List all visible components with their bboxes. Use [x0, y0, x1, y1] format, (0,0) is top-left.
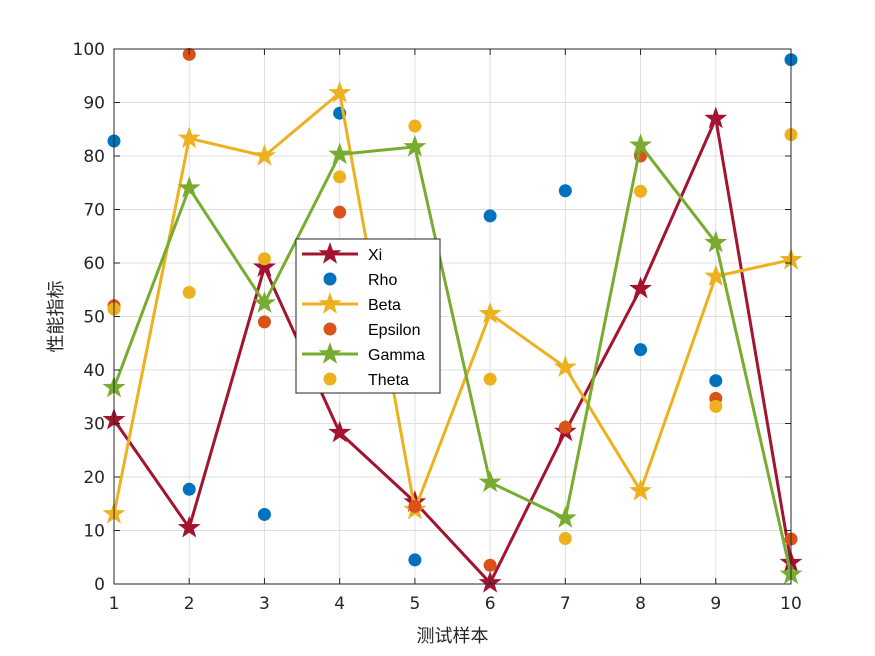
y-tick-label: 70	[83, 201, 105, 221]
legend-item-gamma: Gamma	[302, 341, 425, 364]
legend-dot-marker	[323, 322, 337, 336]
series-line	[112, 91, 792, 515]
y-tick-label: 40	[83, 361, 105, 381]
legend-box	[295, 238, 441, 394]
data-point-dot	[634, 184, 648, 198]
x-tick-label: 3	[259, 594, 270, 614]
legend-item-xi: Xi	[302, 241, 382, 264]
data-point-dot	[558, 420, 572, 434]
x-tick-label: 6	[485, 594, 496, 614]
data-point-star	[177, 515, 201, 538]
data-point-dot	[483, 372, 497, 386]
y-tick-label: 20	[83, 468, 105, 488]
x-tick-label: 1	[109, 594, 120, 614]
data-point-star	[253, 255, 276, 278]
data-point-star	[478, 470, 502, 493]
legend-dot-marker	[323, 272, 337, 286]
legend-item-epsilon: Epsilon	[323, 322, 420, 339]
data-point-dot	[483, 558, 497, 572]
data-point-star	[177, 176, 201, 198]
data-point-star	[478, 301, 502, 324]
data-point-star	[403, 134, 427, 157]
x-axis-title: 测试样本	[417, 626, 489, 647]
data-point-star	[553, 506, 577, 528]
data-point-dot	[408, 119, 422, 133]
y-tick-label: 80	[83, 147, 105, 167]
data-point-star	[177, 126, 201, 149]
x-tick-label: 5	[409, 594, 420, 614]
data-point-dot	[558, 184, 572, 198]
data-point-dot	[257, 507, 271, 521]
ticks	[113, 48, 792, 585]
legend-label: Xi	[368, 247, 382, 264]
legend-dot-marker	[323, 372, 337, 386]
data-point-dot	[634, 343, 648, 357]
data-point-star	[253, 291, 276, 313]
data-point-dot	[182, 285, 196, 299]
x-tick-label: 7	[560, 594, 571, 614]
data-point-dot	[709, 374, 723, 388]
data-point-star	[704, 230, 728, 253]
legend-star-marker	[318, 291, 342, 314]
y-tick-label: 90	[83, 94, 105, 114]
data-point-dot	[333, 205, 347, 219]
x-tick-label: 8	[635, 594, 646, 614]
data-point-dot	[257, 252, 271, 266]
y-tick-label: 0	[94, 575, 105, 595]
data-point-dot	[408, 499, 422, 513]
y-tick-label: 30	[83, 415, 105, 435]
legend-item-theta: Theta	[323, 372, 409, 389]
data-point-star	[704, 106, 728, 129]
data-point-dot	[483, 209, 497, 223]
data-point-star	[629, 133, 652, 156]
data-point-star	[328, 142, 352, 165]
legend-label: Theta	[368, 372, 409, 389]
data-point-star	[328, 420, 352, 443]
data-point-star	[553, 355, 577, 378]
data-point-star	[328, 80, 352, 103]
legend-label: Epsilon	[368, 322, 420, 339]
legend: Xi Rho Beta Epsilon Gamma Theta	[295, 238, 441, 394]
x-tick-label: 10	[780, 594, 802, 614]
legend-label: Rho	[368, 272, 397, 289]
y-tick-label: 10	[83, 522, 105, 542]
legend-star-marker	[318, 341, 342, 364]
legend-label: Beta	[368, 297, 401, 314]
data-point-dot	[558, 532, 572, 546]
x-tick-label: 4	[334, 594, 345, 614]
data-point-dot	[333, 170, 347, 184]
data-point-dot	[408, 553, 422, 567]
series-line	[112, 117, 793, 585]
data-point-dot	[182, 482, 196, 496]
series-line	[112, 143, 793, 575]
legend-item-beta: Beta	[302, 291, 401, 314]
data-point-dot	[709, 399, 723, 413]
data-point-dot	[257, 315, 271, 329]
series-layer	[102, 47, 803, 593]
y-tick-label: 100	[73, 40, 105, 60]
x-tick-label: 2	[184, 594, 195, 614]
legend-label: Gamma	[368, 347, 425, 364]
legend-star-marker	[318, 241, 342, 264]
y-tick-label: 50	[83, 308, 105, 328]
legend-item-rho: Rho	[323, 272, 397, 289]
y-tick-label: 60	[83, 254, 105, 274]
data-point-star	[629, 276, 652, 299]
x-tick-label: 9	[710, 594, 721, 614]
data-point-star	[629, 478, 652, 501]
data-point-star	[253, 143, 276, 166]
y-axis-title: 性能指标	[46, 281, 67, 353]
